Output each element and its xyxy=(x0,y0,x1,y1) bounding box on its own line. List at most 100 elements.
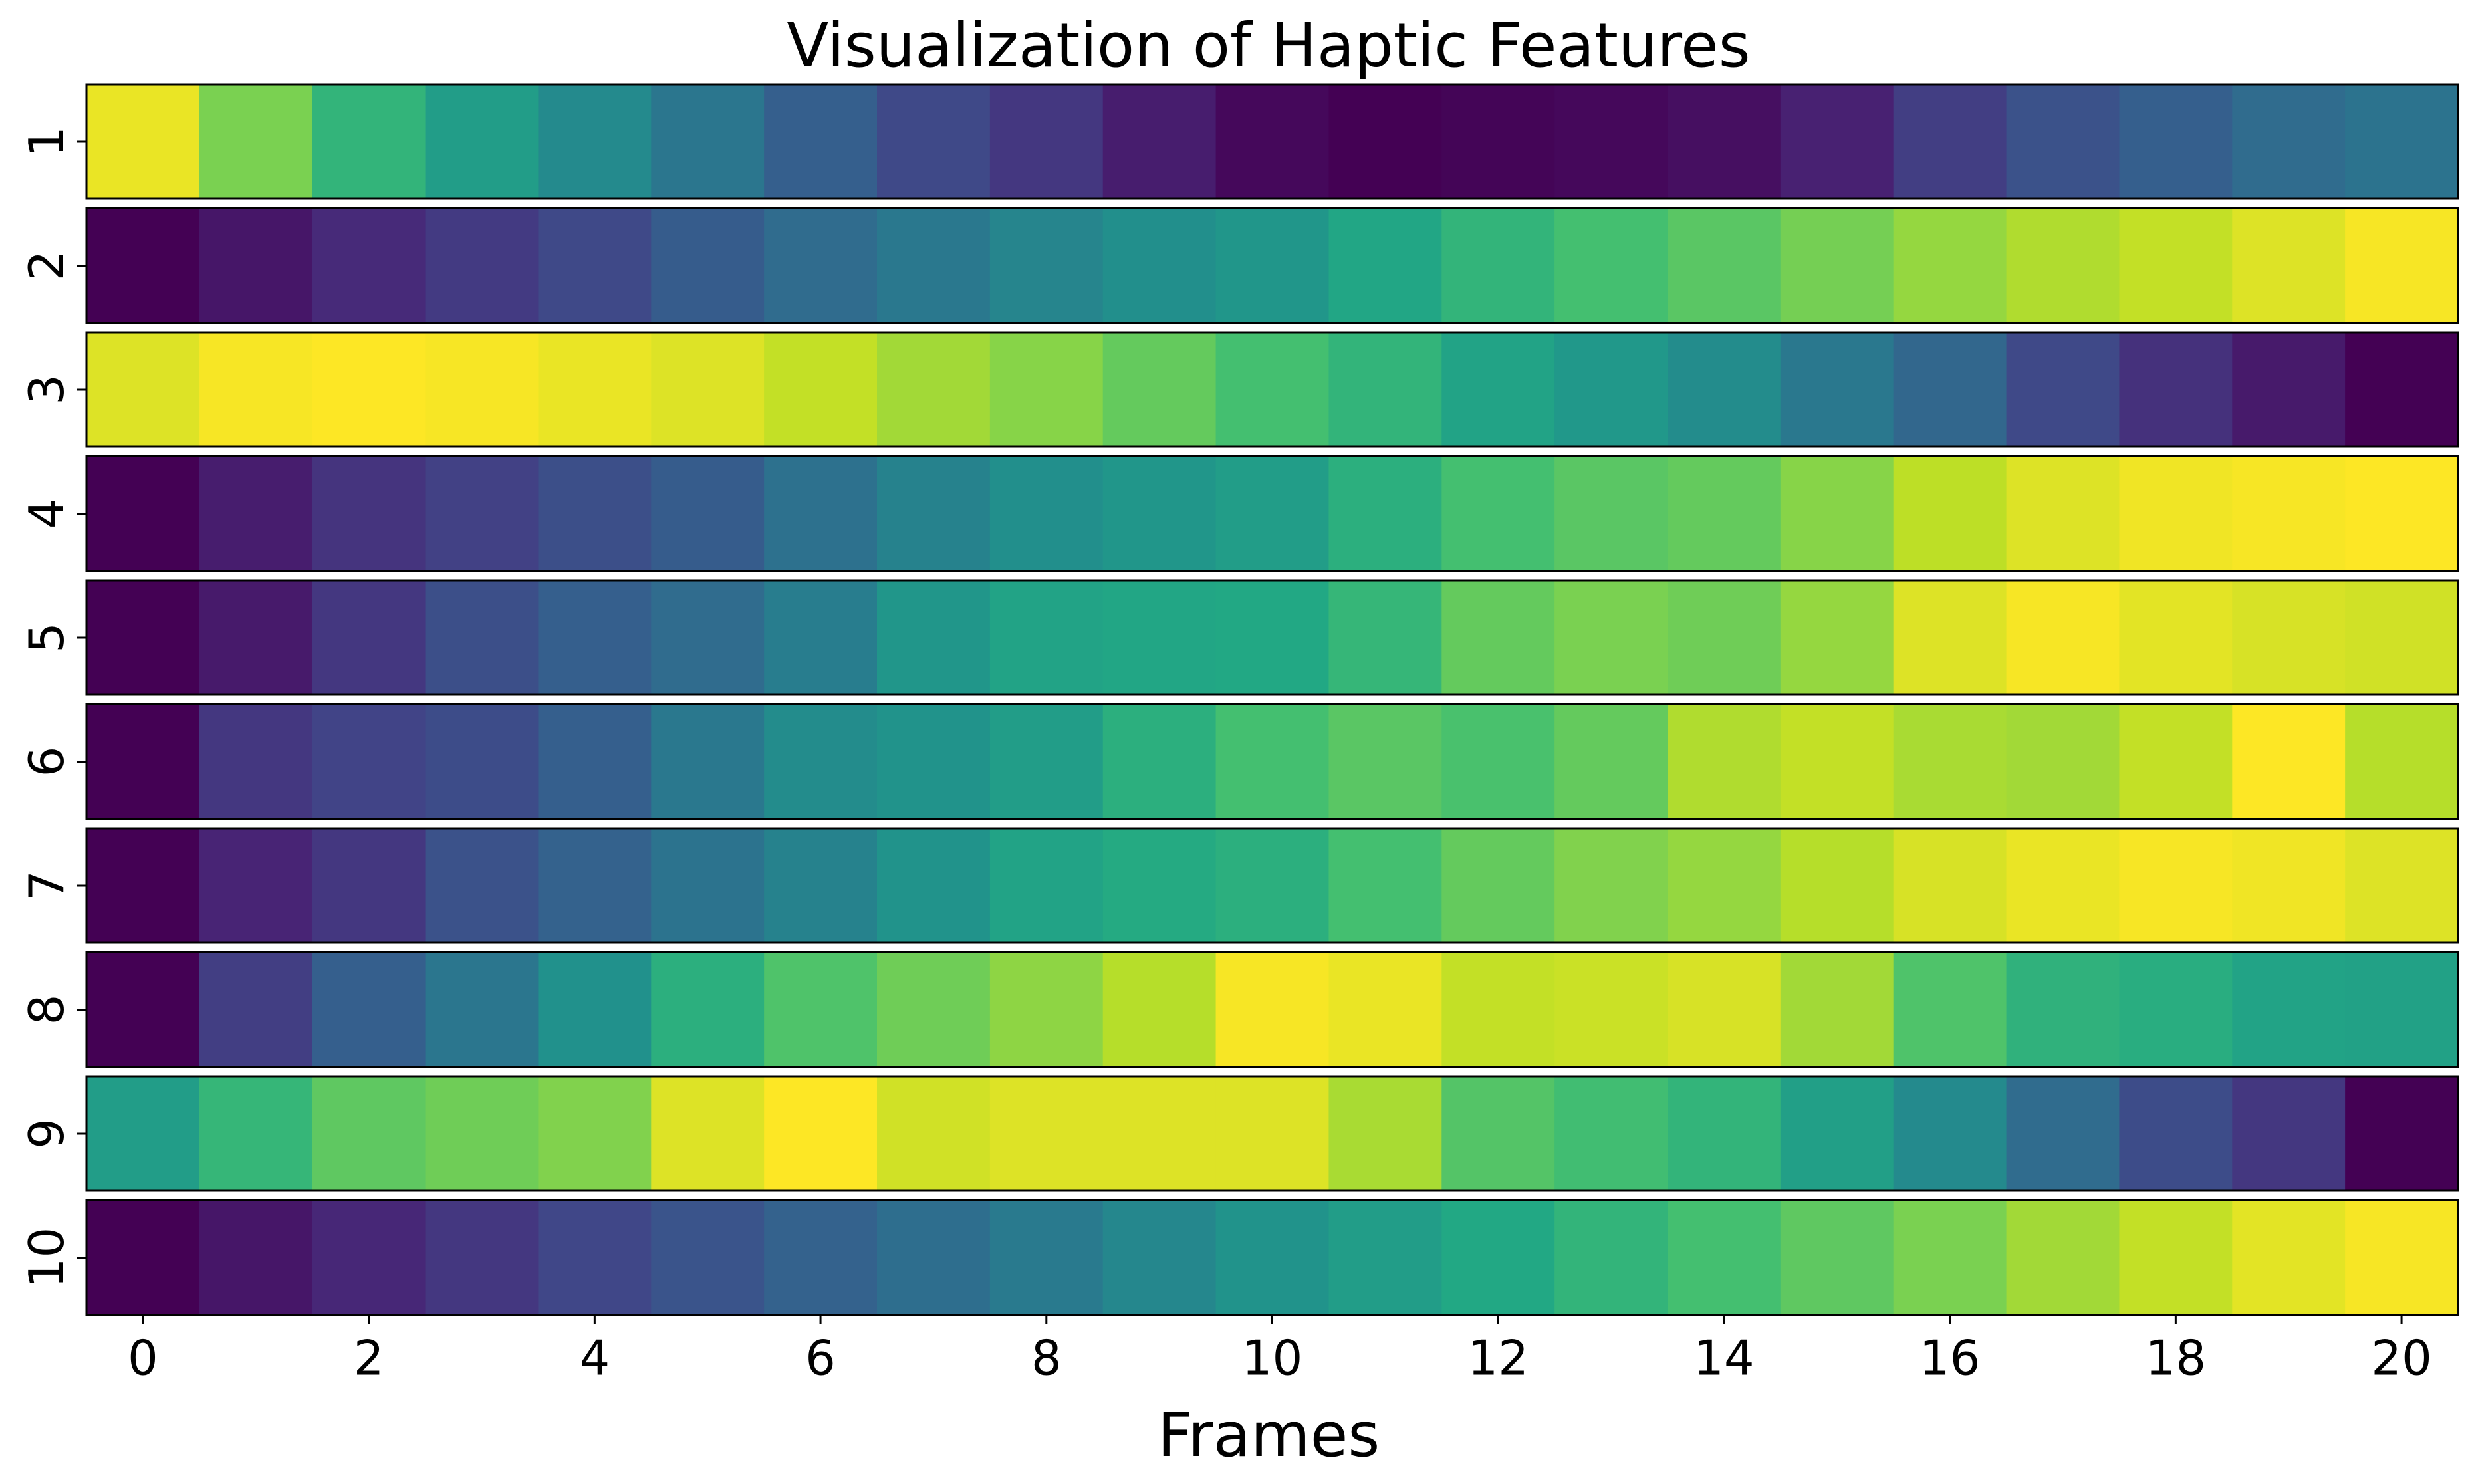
heatmap-cell xyxy=(877,84,991,199)
heatmap-cell xyxy=(651,1076,765,1191)
heatmap-cell xyxy=(2119,704,2233,819)
heatmap-cell xyxy=(877,704,991,819)
heatmap-cell xyxy=(1893,456,2007,571)
heatmap-cell xyxy=(312,704,426,819)
heatmap-cell xyxy=(2119,84,2233,199)
heatmap-cell xyxy=(1893,1076,2007,1191)
heatmap-cell xyxy=(1668,1076,1781,1191)
heatmap-cell xyxy=(651,580,765,695)
heatmap-cell xyxy=(538,332,652,447)
heatmap-cell xyxy=(2345,84,2459,199)
heatmap-cell xyxy=(425,208,539,323)
heatmap-cell xyxy=(651,704,765,819)
heatmap-cell xyxy=(1554,828,1668,943)
heatmap-cell xyxy=(764,580,878,695)
heatmap-cell xyxy=(312,1076,426,1191)
heatmap-cell xyxy=(1554,1200,1668,1315)
heatmap-cell xyxy=(651,1200,765,1315)
heatmap-cell xyxy=(1441,580,1555,695)
heatmap-cell xyxy=(1215,456,1330,571)
heatmap-cell xyxy=(2006,1200,2120,1315)
heatmap-cell xyxy=(1554,1076,1668,1191)
x-tick-label: 12 xyxy=(1467,1330,1529,1386)
heatmap-cell xyxy=(2006,84,2120,199)
heatmap-cell xyxy=(312,1200,426,1315)
heatmap-cell xyxy=(1780,580,1894,695)
heatmap-cell xyxy=(1668,208,1781,323)
heatmap-cell xyxy=(2006,208,2120,323)
heatmap-cell xyxy=(425,332,539,447)
heatmap-cell xyxy=(764,1200,878,1315)
heatmap-cell xyxy=(1668,828,1781,943)
heatmap-cell xyxy=(538,580,652,695)
heatmap-cell xyxy=(1215,332,1330,447)
heatmap-cell xyxy=(2119,332,2233,447)
heatmap-cell xyxy=(2345,456,2459,571)
heatmap-cell xyxy=(425,1200,539,1315)
heatmap-cell xyxy=(538,704,652,819)
heatmap-row-2: 2 xyxy=(19,207,2459,324)
heatmap-cell xyxy=(1893,952,2007,1067)
heatmap-cell xyxy=(1102,1076,1217,1191)
heatmap-cell xyxy=(1328,84,1443,199)
heatmap-cell xyxy=(312,332,426,447)
heatmap-cell xyxy=(764,704,878,819)
heatmap-cell xyxy=(199,952,313,1067)
heatmap-cell xyxy=(1668,332,1781,447)
heatmap-cell xyxy=(989,456,1104,571)
heatmap-cell xyxy=(425,704,539,819)
heatmap-cell xyxy=(989,332,1104,447)
heatmap-cell xyxy=(312,828,426,943)
heatmap-cell xyxy=(1893,208,2007,323)
heatmap-cell xyxy=(1441,704,1555,819)
heatmap-cell xyxy=(2232,456,2346,571)
x-tick-label: 16 xyxy=(1919,1330,1981,1386)
y-tick-label: 9 xyxy=(19,1118,74,1149)
heatmap-cell xyxy=(764,828,878,943)
heatmap-cell xyxy=(2232,704,2346,819)
heatmap-cell xyxy=(1328,952,1443,1067)
heatmap-cell xyxy=(1780,456,1894,571)
heatmap-cell xyxy=(764,952,878,1067)
x-tick-label: 10 xyxy=(1242,1330,1303,1386)
y-tick-label: 1 xyxy=(19,126,74,157)
heatmap-cell xyxy=(1780,332,1894,447)
y-tick-label: 5 xyxy=(19,622,74,653)
heatmap-cell xyxy=(1554,704,1668,819)
heatmap-cell xyxy=(1554,952,1668,1067)
heatmap-cell xyxy=(1893,580,2007,695)
heatmap-cell xyxy=(86,580,200,695)
heatmap-cell xyxy=(2006,952,2120,1067)
heatmap-cell xyxy=(2119,456,2233,571)
heatmap-cell xyxy=(651,332,765,447)
heatmap-cell xyxy=(989,1076,1104,1191)
heatmap-cell xyxy=(989,580,1104,695)
heatmap-cell xyxy=(1215,1076,1330,1191)
y-tick-label: 10 xyxy=(19,1227,74,1289)
heatmap-cell xyxy=(1215,828,1330,943)
heatmap-cell xyxy=(2232,1200,2346,1315)
heatmap-cell xyxy=(2119,828,2233,943)
heatmap-cell xyxy=(2345,704,2459,819)
heatmap-cell xyxy=(877,580,991,695)
heatmap-cell xyxy=(199,580,313,695)
heatmap-cell xyxy=(425,1076,539,1191)
heatmap-cell xyxy=(2006,580,2120,695)
heatmap-cell xyxy=(989,952,1104,1067)
heatmap-cell xyxy=(1893,828,2007,943)
chart-title: Visualization of Haptic Features xyxy=(787,10,1750,81)
heatmap-cell xyxy=(1441,1076,1555,1191)
heatmap-cell xyxy=(877,208,991,323)
heatmap-cell xyxy=(199,1076,313,1191)
heatmap-cell xyxy=(1893,1200,2007,1315)
heatmap-cell xyxy=(1215,952,1330,1067)
heatmap-cell xyxy=(312,208,426,323)
heatmap-cell xyxy=(2006,456,2120,571)
heatmap-cell xyxy=(538,456,652,571)
heatmap-cell xyxy=(425,828,539,943)
heatmap-cell xyxy=(651,952,765,1067)
heatmap-row-1: 1 xyxy=(19,83,2459,200)
heatmap-cell xyxy=(312,952,426,1067)
heatmap-cell xyxy=(764,332,878,447)
